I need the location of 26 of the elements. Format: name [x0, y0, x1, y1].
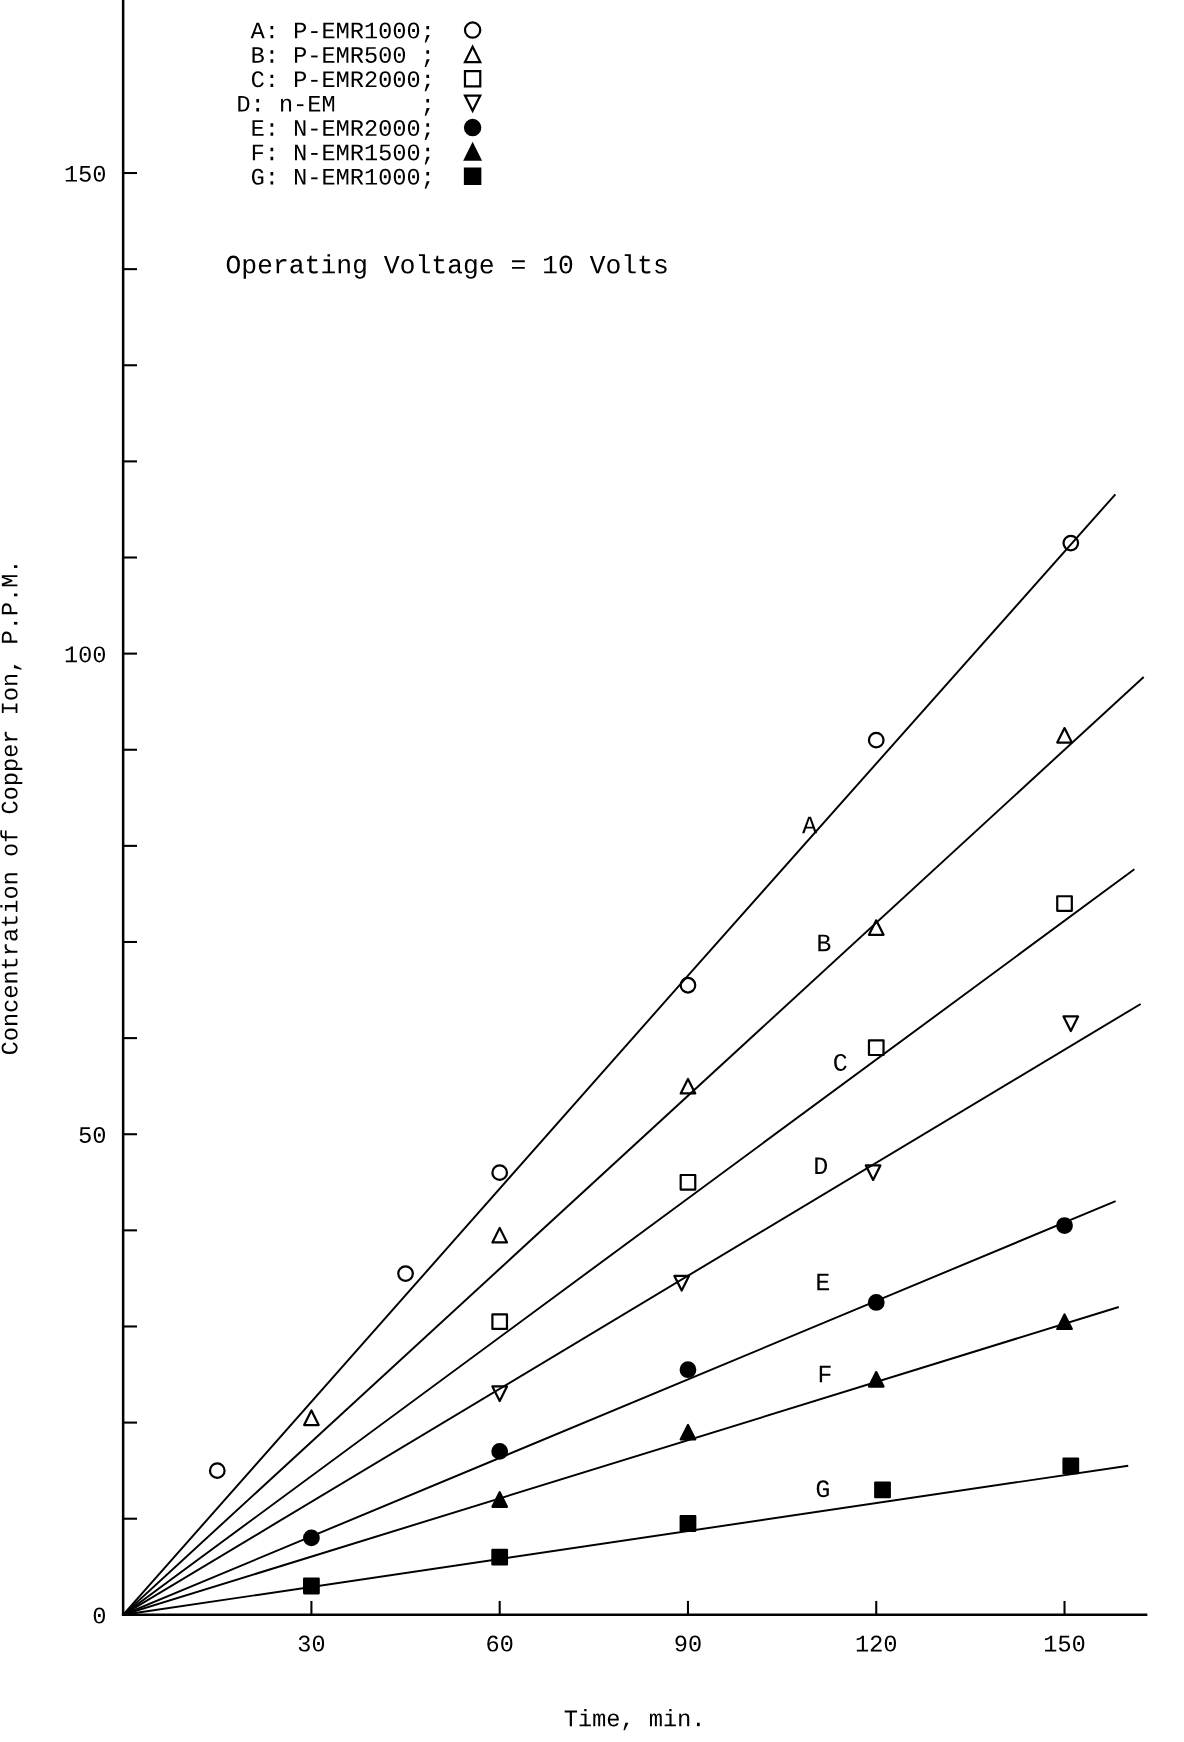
x-tick-label: 90: [675, 1635, 701, 1652]
annotation: G: [816, 1480, 829, 1498]
annotation: E: [817, 1273, 830, 1291]
annotation: Operating Voltage = 10 Volts: [226, 254, 667, 279]
annotation: B: [818, 934, 831, 952]
legend-label: A: P-EMR1000;: [250, 22, 430, 43]
legend-label: B: P-EMR500 ;: [252, 46, 430, 67]
x-tick-label: 60: [487, 1635, 513, 1652]
annotation: C: [834, 1053, 847, 1071]
annotation: D: [815, 1157, 828, 1174]
y-axis-title: Concentration of Copper Ion, P.P.M.: [0, 565, 23, 1055]
annotation: A: [802, 816, 818, 834]
x-axis-title: Time, min.: [564, 1709, 700, 1731]
y-tick-label: 150: [65, 165, 106, 182]
x-tick-label: 150: [1044, 1635, 1085, 1652]
x-tick-label: 120: [856, 1635, 897, 1652]
y-tick-label: 100: [65, 646, 106, 663]
legend-label: G: N-EMR1000;: [251, 168, 430, 189]
y-tick-label: 50: [79, 1126, 106, 1144]
legend-label: F: N-EMR1500;: [252, 144, 430, 165]
annotation: F: [819, 1365, 831, 1383]
y-tick-label: 0: [93, 1607, 106, 1624]
legend-label: C: P-EMR2000;: [251, 71, 430, 92]
legend-label: D: n-EM ;: [238, 95, 430, 116]
legend-label: E: N-EMR2000;: [252, 120, 430, 141]
x-tick-label: 30: [298, 1635, 325, 1652]
